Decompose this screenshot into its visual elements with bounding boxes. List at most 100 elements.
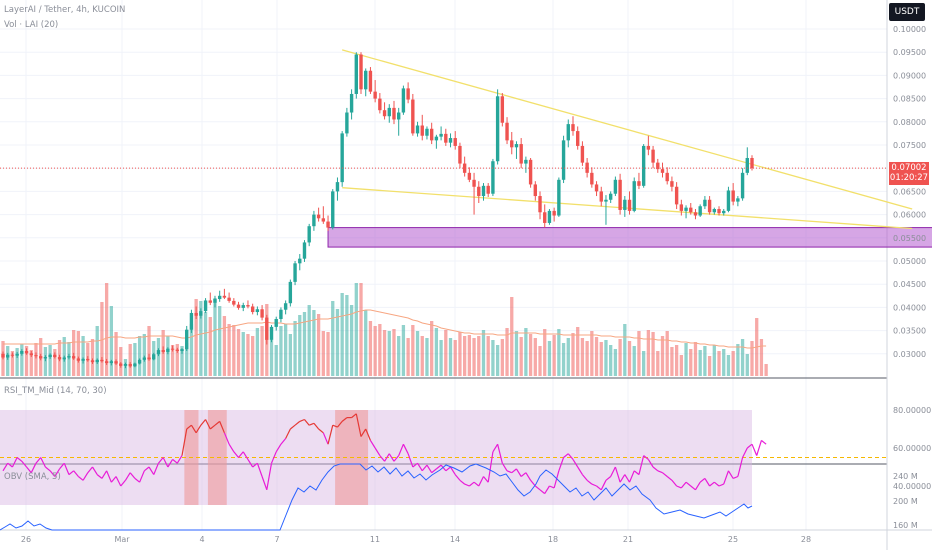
candle-body [505, 122, 509, 141]
rsi-segment [497, 444, 503, 464]
time-axis[interactable]: 26 Mar 4 7 11 14 18 21 25 28 [21, 535, 811, 544]
volume-moving-average [3, 309, 767, 349]
rsi-segment [374, 447, 381, 456]
candle-body [500, 96, 505, 123]
volume-bar [524, 328, 528, 376]
volume-bar [321, 331, 325, 376]
volume-bar [632, 346, 636, 376]
candle-body [533, 184, 538, 197]
candle-body [166, 348, 170, 352]
candle-body [745, 157, 749, 173]
volume-bar [599, 342, 603, 376]
candle-body [86, 358, 90, 361]
rsi-segment [289, 424, 296, 430]
candle-body [406, 88, 410, 100]
volume-bar [590, 331, 594, 376]
volume-bar [20, 344, 24, 376]
volume-bar [585, 341, 589, 376]
trendline-upper [341, 49, 913, 210]
candle-body [170, 348, 175, 350]
rsi-segment [671, 479, 678, 487]
volume-bar [368, 321, 373, 376]
price-tick-label: 0.10000 [893, 25, 926, 34]
candle-body [703, 199, 707, 207]
rsi-segment [11, 457, 18, 468]
candle-body [472, 179, 476, 187]
volume-bar [712, 345, 716, 376]
rsi-segment [73, 470, 79, 477]
volume-bar [95, 326, 99, 376]
volume-legend[interactable]: Vol · LAI (20) [4, 20, 59, 30]
candle-body [373, 91, 377, 99]
obv-tick-label: 200 M [893, 497, 918, 506]
volume-bar [458, 332, 462, 376]
volume-bar [670, 347, 674, 376]
volume-bar [312, 310, 316, 376]
rsi-segment [308, 422, 315, 426]
rsi-segment [190, 424, 197, 434]
rsi-segment [77, 476, 84, 481]
rsi-segment [483, 476, 489, 483]
support-zone[interactable] [327, 227, 932, 248]
rsi-segment [82, 472, 89, 481]
rsi-segment [473, 481, 480, 487]
volume-bar [335, 309, 340, 376]
rsi-segment [327, 425, 334, 445]
rsi-segment [157, 457, 164, 464]
volume-bar [378, 324, 382, 376]
rsi-segment [336, 421, 343, 428]
rsi-segment [322, 432, 329, 445]
volume-bar [345, 295, 349, 376]
candle-body [425, 128, 429, 136]
support-zone-box [327, 227, 932, 248]
candle-body [594, 184, 599, 192]
volume-bar [76, 331, 81, 376]
volume-bar [547, 341, 552, 376]
volume-bar [359, 283, 363, 376]
volume-bar [128, 344, 132, 376]
rsi-segment [581, 474, 588, 481]
rsi-segment [402, 443, 409, 454]
volume-bar [609, 345, 613, 376]
rsi-segment [115, 476, 122, 487]
candle-body [665, 172, 669, 182]
price-axis[interactable]: 0.10000 0.09500 0.09000 0.08500 0.08000 0.075… [893, 25, 931, 530]
volume-bar [213, 298, 217, 376]
candle-body [48, 354, 52, 358]
price-tick-label: 0.05000 [893, 257, 926, 266]
volume-bar [500, 339, 504, 376]
rsi-segment [351, 413, 357, 419]
candle-body [528, 159, 533, 185]
volume-bar [722, 349, 726, 376]
volume-bar [420, 336, 424, 376]
volume-bar [119, 347, 123, 376]
candle-body [119, 363, 123, 366]
rsi-segment [110, 476, 117, 483]
rsi-segment [247, 459, 254, 468]
symbol-title[interactable]: LayerAI / Tether, 4h, KUCOIN [4, 5, 126, 15]
candle-body [345, 112, 349, 134]
volume-bars [1, 283, 768, 376]
candle-body [397, 112, 401, 120]
volume-bar [10, 351, 15, 376]
rsi-segment [746, 443, 753, 449]
rsi-segment [666, 476, 673, 481]
rsi-legend[interactable]: RSI_TM_Mid (14, 70, 30) [4, 386, 107, 396]
wedge-trendlines[interactable] [341, 49, 913, 230]
currency-button[interactable]: USDT [889, 3, 925, 21]
candle-body [232, 300, 236, 305]
time-tick-label: 14 [450, 535, 460, 544]
rsi-segment [732, 475, 739, 479]
rsi-segment [534, 485, 541, 491]
rsi-segment [539, 489, 546, 495]
volume-bar [293, 321, 297, 376]
candle-body [689, 207, 693, 213]
obv-legend[interactable]: OBV (SMA, 5) [4, 472, 61, 482]
rsi-pane [0, 410, 887, 505]
rsi-segment [407, 453, 414, 468]
rsi-segment [492, 443, 499, 453]
volume-bar [543, 329, 547, 376]
rsi-segment [87, 466, 93, 474]
candle-body [477, 186, 481, 197]
